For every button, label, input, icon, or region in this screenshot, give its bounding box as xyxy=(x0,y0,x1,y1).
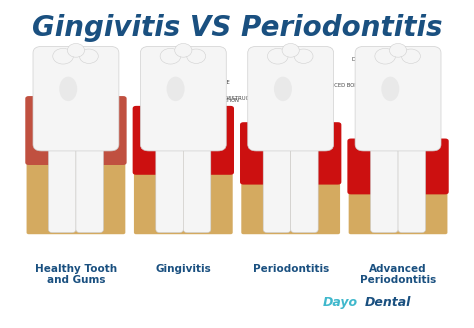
FancyBboxPatch shape xyxy=(274,128,282,177)
Ellipse shape xyxy=(267,48,288,64)
FancyBboxPatch shape xyxy=(403,138,449,195)
FancyBboxPatch shape xyxy=(189,106,234,175)
Ellipse shape xyxy=(79,49,98,63)
FancyBboxPatch shape xyxy=(263,141,291,233)
FancyBboxPatch shape xyxy=(240,122,285,185)
FancyBboxPatch shape xyxy=(347,138,393,195)
Text: DEEP POCKET: DEEP POCKET xyxy=(352,57,400,78)
FancyBboxPatch shape xyxy=(133,106,178,175)
Text: Advanced
Periodontitis: Advanced Periodontitis xyxy=(360,264,436,285)
Ellipse shape xyxy=(187,49,206,63)
Text: PLAQUE: PLAQUE xyxy=(196,80,230,96)
Ellipse shape xyxy=(294,49,313,63)
Text: Dental: Dental xyxy=(365,296,411,309)
Text: Healthy Tooth
and Gums: Healthy Tooth and Gums xyxy=(35,264,117,285)
FancyBboxPatch shape xyxy=(183,141,211,233)
Ellipse shape xyxy=(274,77,292,101)
FancyBboxPatch shape xyxy=(296,122,341,185)
Text: POCKET: POCKET xyxy=(257,70,291,87)
FancyBboxPatch shape xyxy=(371,141,398,233)
FancyBboxPatch shape xyxy=(48,141,76,233)
Ellipse shape xyxy=(175,44,192,57)
FancyBboxPatch shape xyxy=(382,144,390,213)
Text: Gingivitis VS Periodontitis: Gingivitis VS Periodontitis xyxy=(32,14,442,42)
FancyBboxPatch shape xyxy=(355,47,441,151)
Ellipse shape xyxy=(166,77,184,101)
FancyBboxPatch shape xyxy=(299,128,307,177)
Text: Gingivitis: Gingivitis xyxy=(155,264,211,274)
FancyBboxPatch shape xyxy=(33,47,119,151)
Text: Dayo: Dayo xyxy=(323,296,358,309)
Ellipse shape xyxy=(53,48,73,64)
FancyBboxPatch shape xyxy=(134,110,233,234)
Text: Periodontitis: Periodontitis xyxy=(253,264,329,274)
Text: ADVANCED BONE LOSS: ADVANCED BONE LOSS xyxy=(316,83,385,98)
FancyBboxPatch shape xyxy=(27,100,125,234)
FancyBboxPatch shape xyxy=(156,141,183,233)
FancyBboxPatch shape xyxy=(167,112,175,141)
Ellipse shape xyxy=(282,44,299,57)
FancyBboxPatch shape xyxy=(192,112,200,141)
Text: BONE DESTRUCTION: BONE DESTRUCTION xyxy=(208,96,275,110)
FancyBboxPatch shape xyxy=(398,141,426,233)
Text: INFLAMMATION: INFLAMMATION xyxy=(180,98,240,110)
FancyBboxPatch shape xyxy=(140,47,226,151)
FancyBboxPatch shape xyxy=(76,141,103,233)
FancyBboxPatch shape xyxy=(291,141,318,233)
Ellipse shape xyxy=(381,77,399,101)
FancyBboxPatch shape xyxy=(407,144,414,213)
Ellipse shape xyxy=(59,77,77,101)
FancyBboxPatch shape xyxy=(248,47,334,151)
FancyBboxPatch shape xyxy=(349,143,447,234)
Ellipse shape xyxy=(401,49,420,63)
FancyBboxPatch shape xyxy=(81,96,127,165)
Ellipse shape xyxy=(375,48,395,64)
Ellipse shape xyxy=(67,44,84,57)
FancyBboxPatch shape xyxy=(25,96,71,165)
Ellipse shape xyxy=(390,44,407,57)
FancyBboxPatch shape xyxy=(241,126,340,234)
Ellipse shape xyxy=(160,48,181,64)
